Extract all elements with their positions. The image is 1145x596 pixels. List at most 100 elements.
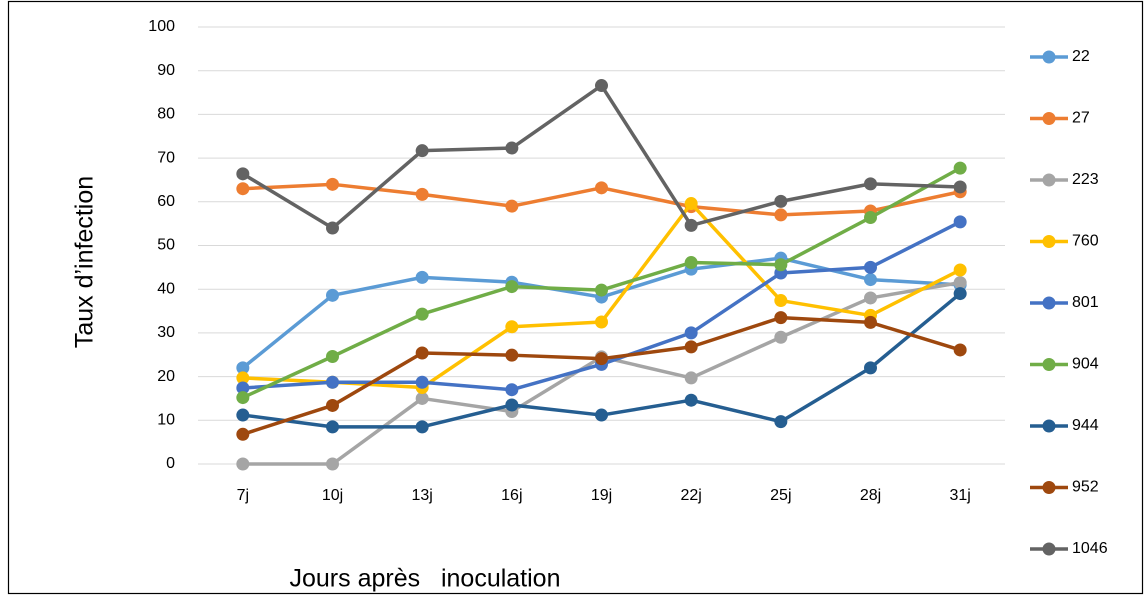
data-point [595,283,608,297]
data-point [415,270,429,284]
legend-marker [1042,481,1056,494]
legend-marker [1042,542,1056,556]
data-point [684,371,698,385]
data-point [236,381,250,395]
legend-label: 760 [1072,233,1099,250]
legend-label: 1046 [1072,540,1108,557]
data-point [595,181,608,195]
data-point [326,398,339,412]
legend-label: 223 [1072,171,1099,188]
data-point [415,375,429,389]
y-tick-label: 60 [157,193,175,210]
legend-marker [1042,358,1056,371]
x-tick-label: 16j [501,487,522,504]
legend-label: 904 [1072,356,1099,373]
data-point [953,287,967,301]
data-point [774,415,788,429]
data-point [684,218,698,232]
legend-marker [1042,173,1056,187]
data-point [953,263,967,277]
data-point [326,288,339,302]
y-tick-label: 10 [157,412,175,429]
data-point [415,307,429,321]
x-tick-label: 22j [680,487,701,504]
data-point [236,457,250,471]
data-point [505,141,519,155]
data-point [953,276,967,290]
data-point [774,208,788,222]
data-point [326,221,339,235]
data-point [864,177,877,191]
data-point [505,383,519,397]
data-point [864,273,877,287]
data-point [326,457,339,471]
x-tick-label: 13j [411,487,432,504]
data-point [864,361,877,375]
x-tick-label: 25j [770,487,791,504]
data-point [864,211,877,225]
x-axis-title: Jours après inoculation [290,565,561,593]
legend-label: 944 [1072,417,1099,434]
data-point [236,167,250,181]
y-tick-label: 100 [148,18,175,35]
data-point [505,280,519,294]
data-point [864,291,877,305]
data-point [415,346,429,360]
data-point [505,320,519,334]
data-point [684,326,698,340]
data-point [953,161,967,175]
legend-marker [1042,112,1056,125]
y-tick-label: 80 [157,106,175,123]
data-point [774,311,788,325]
data-point [326,375,339,389]
y-tick-label: 40 [157,280,175,297]
y-tick-label: 30 [157,324,175,341]
data-point [774,194,788,208]
data-point [684,197,698,211]
data-point [864,315,877,329]
data-point [864,260,877,274]
data-point [415,187,429,201]
data-point [505,348,519,362]
legend-marker [1042,419,1056,433]
y-tick-label: 70 [157,149,175,166]
legend-marker [1042,296,1056,310]
chart-border [7,0,1144,595]
data-point [774,258,788,272]
legend-label: 22 [1072,48,1090,65]
data-point [595,352,608,366]
x-tick-label: 28j [860,487,881,504]
y-axis-title: Taux d’infection [71,176,99,348]
data-point [415,391,429,405]
data-point [505,398,519,412]
x-tick-label: 19j [591,487,612,504]
data-point [236,371,250,385]
data-point [326,420,339,434]
data-point [684,340,698,354]
legend-marker [1042,50,1056,64]
y-tick-label: 90 [157,62,175,79]
y-tick-label: 50 [157,237,175,254]
data-point [236,408,250,422]
legend-marker [1042,235,1056,248]
data-point [415,144,429,158]
data-point [236,391,250,405]
data-point [595,408,608,422]
data-point [236,361,250,375]
data-point [684,393,698,407]
data-point [326,177,339,191]
x-tick-label: 10j [322,487,343,504]
data-point [774,294,788,308]
data-point [595,79,608,93]
x-tick-label: 7j [237,487,249,504]
data-point [236,182,250,196]
legend-label: 952 [1072,479,1099,496]
data-point [774,330,788,344]
data-point [953,215,967,229]
data-point [505,199,519,213]
y-tick-label: 20 [157,368,175,385]
y-tick-label: 0 [166,455,175,472]
data-point [953,180,967,194]
